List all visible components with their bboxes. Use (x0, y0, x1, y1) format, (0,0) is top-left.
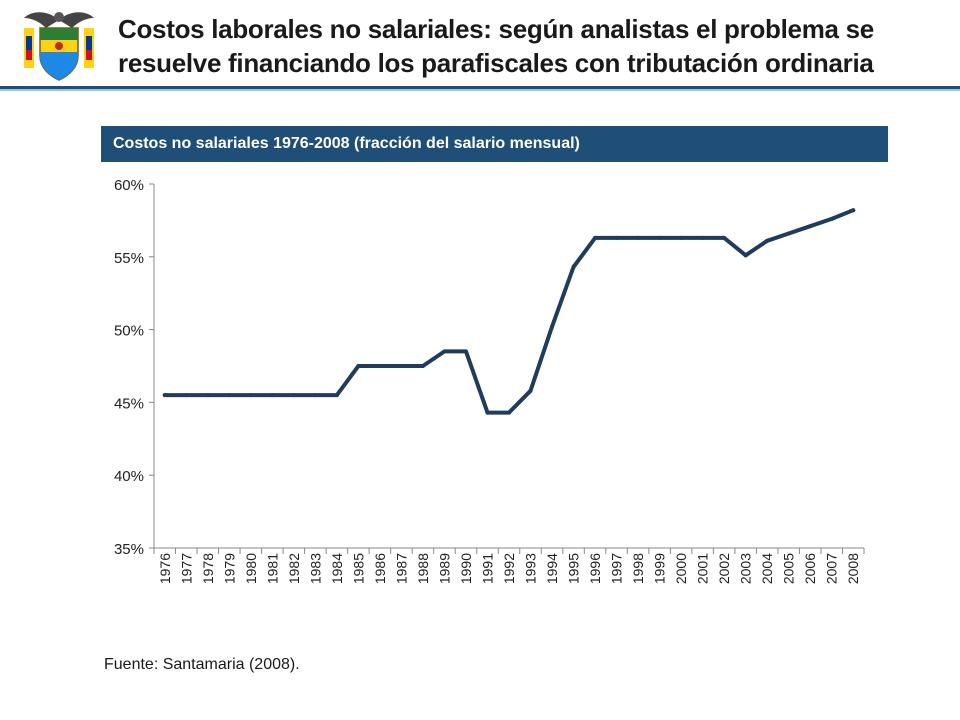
data-point (808, 224, 813, 229)
y-tick-label: 50% (114, 323, 144, 340)
data-point (550, 324, 555, 329)
x-tick-label: 2007 (824, 553, 840, 584)
data-point (162, 393, 167, 398)
data-point (851, 208, 856, 213)
x-tick-label: 1985 (350, 553, 366, 584)
title-line-2: resuelve financiando los parafiscales co… (118, 48, 874, 78)
x-tick-label: 2000 (673, 553, 689, 584)
data-point (679, 235, 684, 240)
data-point (270, 393, 275, 398)
series-line (162, 208, 856, 415)
x-tick-label: 1976 (157, 553, 173, 584)
data-point (571, 264, 576, 269)
x-tick-label: 1982 (286, 553, 302, 584)
data-point (291, 393, 296, 398)
x-tick-label: 1989 (436, 553, 452, 584)
data-point (248, 393, 253, 398)
data-point (184, 393, 189, 398)
data-point (442, 349, 447, 354)
y-tick-label: 45% (114, 395, 144, 412)
x-tick-label: 2008 (845, 553, 861, 584)
x-tick-label: 1995 (566, 553, 582, 584)
y-tick-label: 55% (114, 250, 144, 267)
page-title: Costos laborales no salariales: según an… (118, 12, 948, 80)
data-point (507, 410, 511, 415)
source-note: Fuente: Santamaria (2008). (104, 656, 300, 673)
title-line-1: Costos laborales no salariales: según an… (118, 14, 874, 44)
x-tick-label: 1992 (501, 553, 517, 584)
data-point (463, 349, 468, 354)
data-point (420, 364, 425, 368)
chart-title-banner: Costos no salariales 1976-2008 (fracción… (101, 126, 888, 162)
colombia-coat-of-arms-icon (24, 12, 94, 81)
x-tick-label: 1996 (587, 553, 603, 584)
data-point (722, 235, 727, 240)
x-tick-label: 1983 (307, 553, 323, 584)
data-point (829, 216, 834, 221)
data-point (743, 253, 748, 258)
data-point (313, 393, 318, 398)
data-point (485, 410, 490, 415)
data-point (334, 393, 339, 398)
x-tick-label: 1997 (609, 553, 625, 584)
x-tick-label: 1993 (523, 553, 539, 584)
data-point (205, 393, 210, 398)
x-tick-label: 1999 (652, 553, 668, 584)
x-tick-label: 1986 (372, 553, 388, 584)
y-tick-label: 40% (114, 468, 144, 485)
x-tick-label: 2003 (738, 553, 754, 584)
header-divider-accent (0, 89, 960, 91)
data-point (786, 231, 791, 236)
y-tick-label: 60% (114, 177, 144, 194)
x-tick-label: 1988 (415, 553, 431, 584)
x-tick-label: 1990 (458, 553, 474, 584)
x-tick-label: 1987 (393, 553, 409, 584)
data-point (377, 364, 382, 368)
x-tick-label: 1984 (329, 553, 345, 584)
x-tick-label: 2005 (781, 553, 797, 584)
data-point (614, 235, 619, 240)
x-tick-label: 2002 (716, 553, 732, 584)
x-tick-label: 1977 (178, 553, 194, 584)
y-tick-label: 35% (114, 541, 144, 558)
data-point (765, 238, 770, 243)
data-point (528, 388, 533, 393)
x-tick-label: 1981 (264, 553, 280, 584)
x-tick-label: 2006 (802, 553, 818, 584)
header-divider (0, 86, 960, 89)
x-tick-label: 1991 (479, 553, 495, 584)
data-point (399, 364, 404, 368)
x-tick-label: 1994 (544, 553, 560, 584)
x-tick-label: 2004 (759, 553, 775, 584)
data-point (700, 235, 705, 240)
x-tick-label: 1979 (221, 553, 237, 584)
x-tick-label: 1998 (630, 553, 646, 584)
x-tick-label: 2001 (695, 553, 711, 584)
data-point (356, 364, 361, 368)
x-tick-label: 1980 (243, 553, 259, 584)
data-point (227, 393, 232, 398)
data-point (593, 235, 598, 240)
data-point (636, 235, 641, 240)
x-tick-label: 1978 (200, 553, 216, 584)
data-point (657, 235, 662, 240)
